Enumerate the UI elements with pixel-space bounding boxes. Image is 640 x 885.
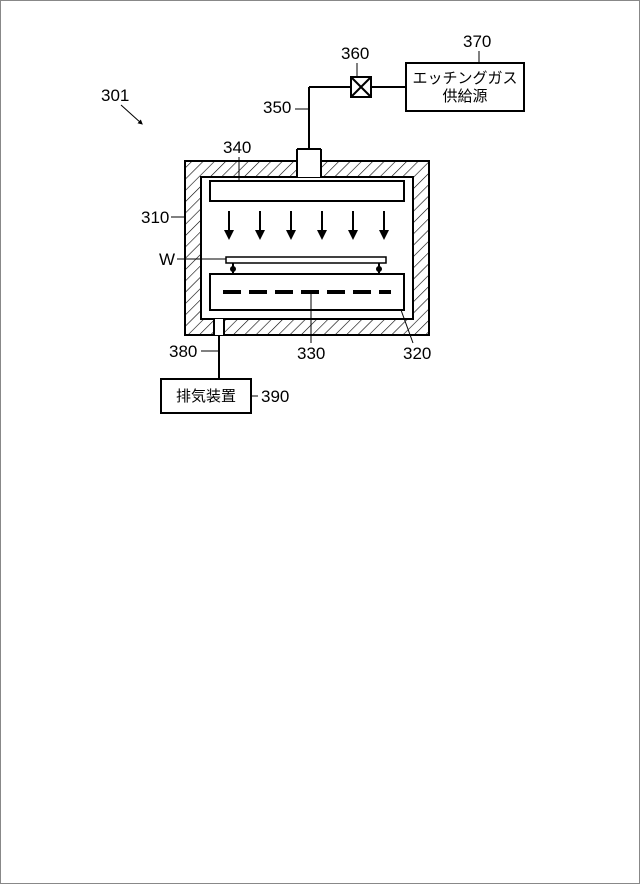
label-390: 390	[261, 387, 289, 406]
stage-320	[210, 274, 404, 310]
valve-360	[351, 77, 371, 97]
exhaust-label: 排気装置	[176, 388, 236, 405]
lead-301	[121, 105, 141, 123]
pipe-350	[309, 87, 351, 149]
label-350: 350	[263, 98, 291, 117]
gas-supply-label-l1: エッチングガス	[412, 70, 517, 87]
label-301: 301	[101, 86, 129, 105]
showerhead-340	[210, 181, 404, 201]
label-370: 370	[463, 32, 491, 51]
wafer-W	[226, 257, 386, 263]
exhaust-390: 排気装置	[161, 379, 251, 413]
diagram-svg: エッチングガス 供給源 排気装置 301 310 W 340 35	[1, 1, 640, 885]
label-310: 310	[141, 208, 169, 227]
gas-supply-370: エッチングガス 供給源	[406, 63, 524, 111]
label-380: 380	[169, 342, 197, 361]
label-320: 320	[403, 344, 431, 363]
label-330: 330	[297, 344, 325, 363]
label-360: 360	[341, 44, 369, 63]
label-W: W	[159, 250, 175, 269]
label-340: 340	[223, 138, 251, 157]
page: エッチングガス 供給源 排気装置 301 310 W 340 35	[0, 0, 640, 884]
gas-supply-label-l2: 供給源	[442, 88, 487, 105]
